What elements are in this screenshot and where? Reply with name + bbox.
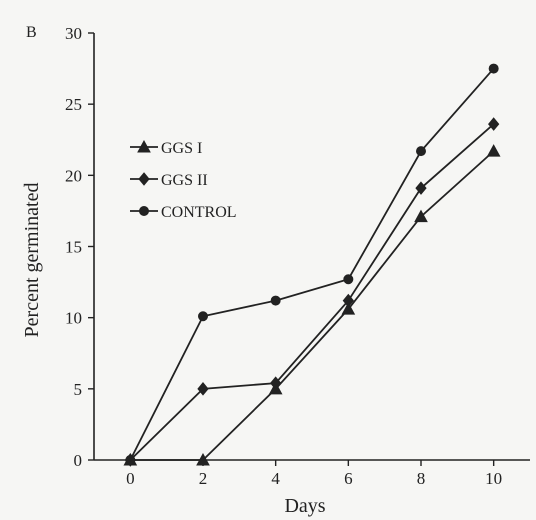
data-point-control [488,63,499,74]
legend-marker-ggs-i [137,139,151,153]
data-point-control [416,146,426,157]
legend-marker-control [139,206,149,216]
data-point-ggs-ii [488,117,500,131]
data-point-ggs-ii [342,293,354,308]
axes [93,33,530,461]
legend-entry-ggs-ii: GGS II [130,172,208,189]
legend: GGS I GGS II CONTROL [130,139,237,221]
y-tick-label: 15 [65,238,82,257]
data-point-ggs-i [341,302,356,315]
y-tick-label: 20 [65,166,82,185]
series-line-control [129,67,495,461]
y-tick-label: 10 [65,309,82,328]
y-tick-label: 0 [74,451,83,470]
y-tick-label: 5 [74,380,83,399]
series-line-ggs-ii [129,123,495,461]
data-point-ggs-ii [197,382,209,396]
x-tick-label: 6 [344,469,353,488]
panel-label: B [26,24,37,41]
x-tick-label: 8 [417,469,426,488]
data-point-ggs-i [414,209,428,223]
x-axis-label: Days [284,495,325,517]
data-point-ggs-ii [415,181,427,195]
y-tick-label: 30 [65,24,82,43]
series-group [123,63,501,467]
legend-label-ggs-i: GGS I [161,140,202,157]
y-axis-label: Percent germinated [21,183,43,338]
legend-entry-ggs-i: GGS I [130,139,202,157]
series-line-ggs-i [130,150,495,461]
ticks: 0 5 10 15 20 25 30 0 2 4 6 8 10 [65,24,502,488]
data-point-control [198,311,208,322]
data-point-ggs-ii [270,376,282,390]
legend-marker-ggs-ii [138,172,150,186]
x-tick-label: 10 [485,469,502,488]
data-point-control [270,295,281,306]
series-ggs-i [123,144,501,466]
legend-label-ggs-ii: GGS II [161,172,208,189]
y-tick-label: 25 [65,95,82,114]
series-ggs-ii [124,117,500,467]
data-point-ggs-i [486,144,501,157]
x-tick-label: 4 [271,469,280,488]
data-point-control [125,455,136,465]
x-tick-label: 2 [199,469,208,488]
data-point-ggs-i [196,452,210,466]
data-point-control [343,274,354,285]
legend-entry-control: CONTROL [130,204,237,221]
series-control [125,63,499,465]
legend-label-control: CONTROL [161,204,237,221]
x-tick-label: 0 [126,469,135,488]
